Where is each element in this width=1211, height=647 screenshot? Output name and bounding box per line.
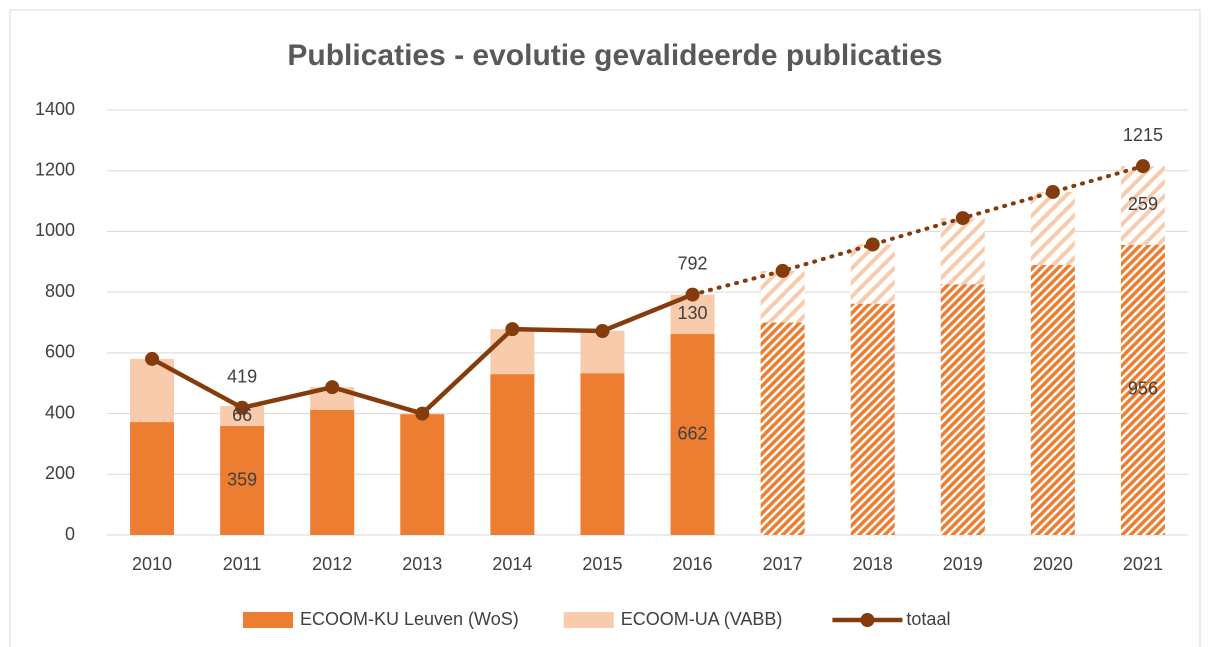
x-tick-label: 2019 [943, 554, 983, 574]
legend-swatch [563, 612, 614, 628]
y-tick-label: 1000 [35, 220, 75, 240]
x-tick-label: 2012 [312, 554, 352, 574]
y-tick-label: 600 [45, 342, 75, 362]
y-tick-label: 1200 [35, 159, 75, 179]
bar-segment [490, 374, 535, 535]
x-tick-label: 2013 [402, 554, 442, 574]
bar-segment [940, 218, 985, 285]
bar-segment [400, 414, 445, 535]
line-point [325, 380, 340, 395]
x-tick-label: 2010 [132, 554, 172, 574]
data-label: 956 [1128, 379, 1158, 399]
y-tick-label: 800 [45, 281, 75, 301]
data-label: 1215 [1123, 125, 1163, 145]
bar-segment [310, 387, 355, 410]
legend-label: ECOOM-UA (VABB) [621, 609, 783, 629]
bar-segment [130, 422, 175, 535]
line-point [775, 263, 790, 278]
chart-title: Publicaties - evolutie gevalideerde publ… [287, 39, 942, 72]
y-tick-label: 1400 [35, 99, 75, 119]
bar-segment [1030, 264, 1075, 535]
data-label: 792 [678, 253, 708, 273]
legend-label: ECOOM-KU Leuven (WoS) [300, 609, 519, 629]
data-label: 130 [678, 303, 708, 323]
y-tick-label: 200 [45, 463, 75, 483]
line-point [235, 400, 250, 415]
line-point [1135, 159, 1150, 174]
line-point [145, 351, 160, 366]
y-tick-label: 0 [65, 524, 75, 544]
line-point [955, 211, 970, 226]
bar-segment [850, 244, 895, 304]
x-tick-label: 2020 [1033, 554, 1073, 574]
data-label: 66 [232, 405, 252, 425]
bar-segment [670, 334, 715, 535]
line-point [415, 406, 430, 421]
frame [9, 9, 1201, 647]
bar-segment [760, 322, 805, 535]
bar-segment [1120, 166, 1165, 245]
x-tick-label: 2014 [492, 554, 532, 574]
y-tick-label: 400 [45, 402, 75, 422]
x-tick-label: 2017 [763, 554, 803, 574]
line-point [595, 324, 610, 338]
bar-segment [580, 373, 625, 535]
bar-segment [310, 409, 355, 535]
data-label: 359 [227, 469, 257, 489]
bar-segment [1030, 191, 1075, 265]
line-point [505, 322, 520, 337]
legend-swatch [243, 612, 293, 628]
x-tick-label: 2018 [853, 554, 893, 574]
legend-marker [860, 613, 875, 627]
bar-segment [760, 270, 805, 323]
bar-segment [940, 284, 985, 535]
x-tick-label: 2016 [673, 554, 713, 574]
bar-segment [1120, 244, 1165, 536]
bar-segment [220, 405, 265, 427]
line-point [865, 237, 880, 252]
x-tick-label: 2015 [582, 554, 622, 574]
data-label: 662 [678, 423, 708, 443]
line-point [1045, 184, 1060, 199]
line-point [685, 287, 700, 302]
forecast-line [690, 164, 1145, 297]
bar-segment [850, 303, 895, 535]
bar-segment [220, 426, 265, 535]
x-tick-label: 2021 [1123, 554, 1163, 574]
bar-segment [490, 329, 535, 375]
data-label: 259 [1128, 194, 1158, 214]
x-tick-label: 2011 [223, 554, 262, 574]
bar-segment [130, 358, 175, 423]
data-label: 419 [227, 367, 257, 387]
legend-label: totaal [906, 609, 950, 629]
